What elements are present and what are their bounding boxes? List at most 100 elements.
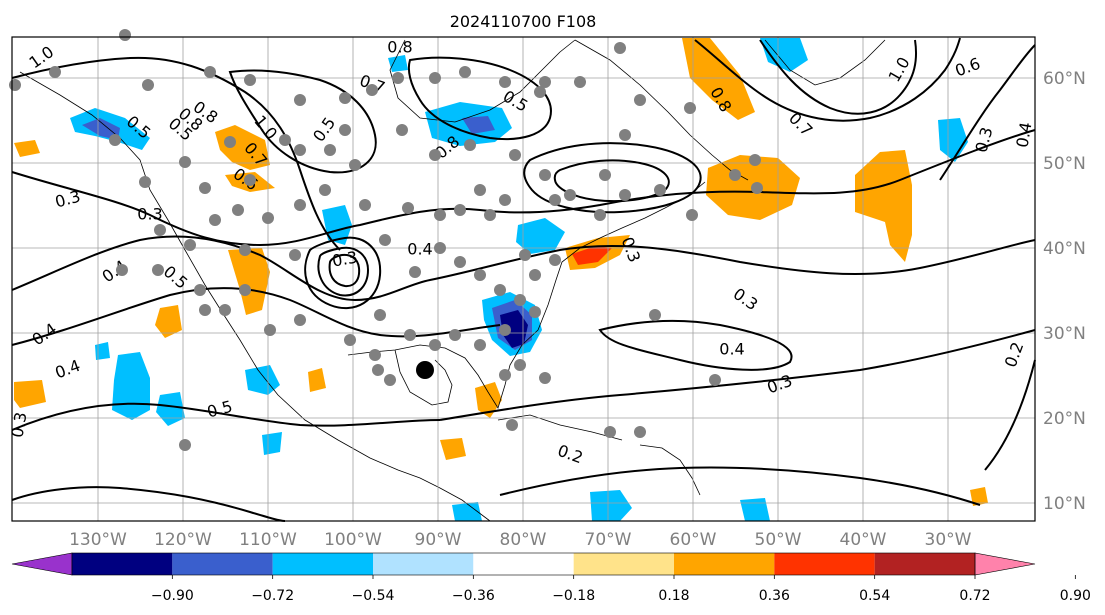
colorbar-segment	[674, 553, 775, 575]
station-marker	[434, 209, 446, 221]
shade-negative-pacific-4	[95, 342, 110, 360]
station-marker	[539, 169, 551, 181]
colorbar-tick-label: 0.72	[959, 588, 990, 604]
colorbar-segment	[172, 553, 273, 575]
shade-positive-labrador	[682, 38, 755, 120]
shade-negative-greenland	[760, 38, 808, 72]
latitude-label: 30°N	[1043, 324, 1086, 344]
contour-label: 0.3	[137, 205, 162, 224]
coastline-caribbean-islands	[639, 444, 701, 496]
station-marker	[294, 199, 306, 211]
longitude-label: 80°W	[500, 530, 547, 550]
station-marker	[372, 364, 384, 376]
anomaly-shading	[14, 38, 988, 521]
station-marker	[244, 74, 256, 86]
station-marker	[116, 264, 128, 276]
map-frame	[11, 36, 1036, 522]
station-marker	[366, 84, 378, 96]
latitude-label: 60°N	[1043, 69, 1086, 89]
station-marker	[404, 329, 416, 341]
station-marker	[359, 199, 371, 211]
station-marker	[264, 324, 276, 336]
shade-negative-pacific-5	[262, 432, 282, 455]
colorbar-tick-label: −0.36	[452, 588, 495, 604]
contour-line	[11, 402, 441, 431]
station-marker	[184, 239, 196, 251]
contour-line	[407, 56, 552, 141]
station-marker	[209, 214, 221, 226]
coastline-hudson-bay	[389, 39, 576, 123]
station-marker	[119, 29, 131, 41]
colorbar-tick-label: 0.90	[1060, 588, 1091, 604]
shade-negative-plains	[322, 205, 352, 245]
station-marker	[384, 374, 396, 386]
contour-line	[317, 246, 370, 297]
station-marker	[729, 169, 741, 181]
station-marker	[634, 426, 646, 438]
shade-positive-mexico	[440, 438, 466, 460]
colorbar-tick-label: −0.90	[151, 588, 194, 604]
station-marker	[499, 194, 511, 206]
station-marker	[549, 254, 561, 266]
colorbar-outline	[71, 552, 976, 576]
latitude-label: 10°N	[1043, 494, 1086, 514]
shade-positive-atlantic-south	[970, 487, 988, 506]
station-marker	[529, 269, 541, 281]
contour-line	[228, 69, 377, 174]
contour-line	[11, 129, 1036, 247]
shade-negative-caribbean-1	[740, 498, 770, 521]
station-marker	[499, 76, 511, 88]
longitude-label: 90°W	[415, 530, 462, 550]
station-marker	[574, 76, 586, 88]
station-marker	[344, 334, 356, 346]
coastline-yucatan	[394, 349, 453, 406]
contour-label: 0.4	[1012, 121, 1035, 149]
station-marker	[349, 159, 361, 171]
station-marker	[294, 144, 306, 156]
station-marker	[232, 204, 244, 216]
station-marker	[434, 242, 446, 254]
colorbar-segment	[874, 553, 975, 575]
station-marker	[529, 306, 541, 318]
station-marker	[154, 224, 166, 236]
station-marker	[289, 249, 301, 261]
station-marker	[474, 269, 486, 281]
latitude-label: 20°N	[1043, 409, 1086, 429]
colorbar-segment	[272, 553, 373, 575]
shade-negative-east-greenland	[938, 118, 968, 162]
lat-lon-grid	[12, 37, 1035, 521]
colorbar-segment	[473, 553, 574, 575]
shade-negative-pacific-2	[156, 392, 185, 426]
station-marker	[244, 174, 256, 186]
contour-line	[984, 359, 1036, 471]
colorbar-segment	[373, 553, 474, 575]
latitude-label: 50°N	[1043, 154, 1086, 174]
longitude-labels: 130°W 120°W 110°W 100°W 90°W 80°W 70°W 60°W 50°W…	[69, 530, 972, 550]
station-marker	[634, 94, 646, 106]
station-marker	[614, 42, 626, 54]
contour-lines	[11, 37, 1036, 522]
contour-line	[759, 39, 918, 115]
colorbar-segment	[72, 553, 173, 575]
latitude-labels: 60°N 50°N 40°N 30°N 20°N 10°N	[1043, 69, 1086, 514]
contour-line	[939, 44, 1036, 181]
station-marker	[374, 309, 386, 321]
contour-line	[304, 236, 382, 310]
station-marker	[199, 304, 211, 316]
station-marker	[534, 86, 546, 98]
coastline-north-america	[19, 71, 491, 522]
colorbar-extend-low	[11, 552, 73, 576]
station-marker	[294, 314, 306, 326]
station-marker	[474, 339, 486, 351]
station-marker	[319, 184, 331, 196]
latitude-label: 40°N	[1043, 239, 1086, 259]
station-marker	[709, 374, 721, 386]
station-marker	[751, 182, 763, 194]
station-marker	[239, 284, 251, 296]
colorbar-tick-label: −0.72	[251, 588, 294, 604]
shade-positive-atlantic-central	[855, 150, 912, 262]
map-panel: 1.00.80.50.30.30.40.50.40.40.50.30.80.70…	[7, 29, 1036, 522]
station-marker	[9, 79, 21, 91]
station-marker	[464, 139, 476, 151]
